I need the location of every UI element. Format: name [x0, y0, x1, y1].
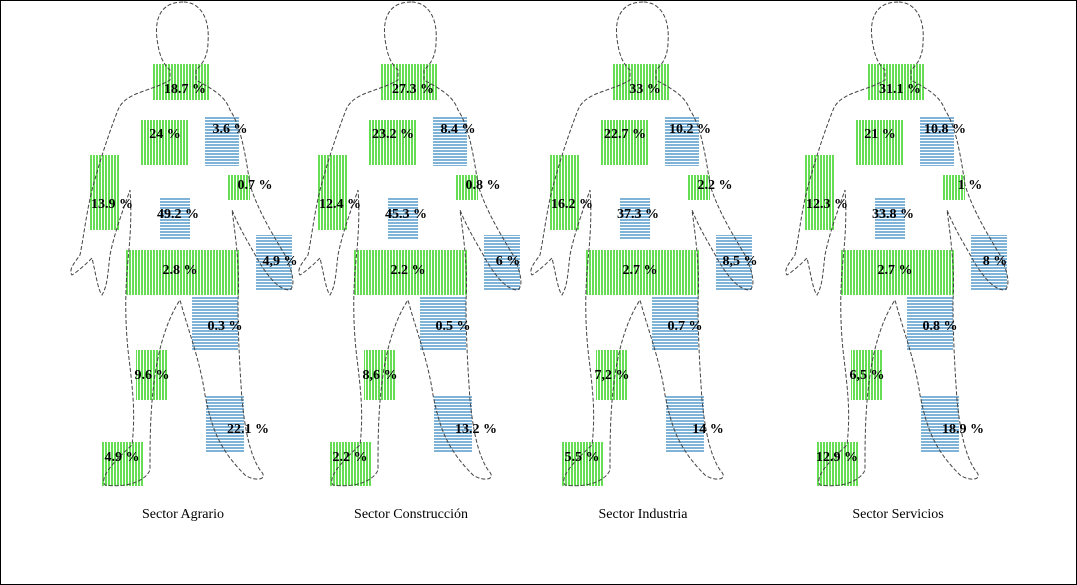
region-percent: 10.2 %	[669, 122, 711, 137]
body-region	[456, 175, 478, 200]
region-percent: 6,5 %	[850, 368, 885, 383]
sector-label: Sector Industria	[598, 507, 688, 522]
region-percent: 0.8 %	[466, 178, 501, 193]
region-percent: 8,6 %	[363, 368, 398, 383]
region-percent: 13.2 %	[455, 422, 497, 437]
region-percent: 8,5 %	[723, 254, 758, 269]
region-percent: 2.7 %	[878, 263, 913, 278]
region-percent: 45.3 %	[385, 207, 427, 222]
region-percent: 0.7 %	[238, 178, 273, 193]
region-percent: 37.3 %	[617, 207, 659, 222]
region-percent: 6 %	[496, 254, 521, 269]
body-figure: 27.3 % 23.2 % 8.4 % 0.8 % 12.4 % 45.3 % 6 % 2.2…	[298, 1, 522, 522]
sector-label: Sector Agrario	[142, 507, 224, 522]
region-percent: 0.7 %	[668, 319, 703, 334]
body-region	[369, 120, 417, 165]
body-region	[805, 155, 835, 230]
body-region	[652, 297, 698, 350]
sector-label: Sector Servicios	[852, 507, 943, 522]
body-region	[90, 155, 120, 230]
body-region	[716, 235, 752, 290]
region-percent: 2.2 %	[391, 263, 426, 278]
region-percent: 23.2 %	[372, 127, 414, 142]
body-region	[596, 350, 628, 400]
body-region	[433, 116, 467, 166]
body-region	[665, 116, 699, 166]
region-percent: 2.8 %	[163, 263, 198, 278]
region-percent: 3.6 %	[213, 122, 248, 137]
body-region	[484, 235, 520, 290]
region-percent: 24 %	[149, 127, 181, 142]
region-percent: 2.7 %	[623, 263, 658, 278]
region-percent: 4,9 %	[263, 254, 298, 269]
body-region	[228, 175, 250, 200]
body-region	[160, 198, 190, 240]
body-region	[205, 116, 239, 166]
region-percent: 7,2 %	[595, 368, 630, 383]
body-figure: 33 % 22.7 % 10.2 % 2.2 % 16.2 % 37.3 % 8,5 % 2.…	[530, 1, 758, 522]
region-percent: 22.7 %	[604, 127, 646, 142]
region-percent: 18.9 %	[942, 422, 984, 437]
region-percent: 49.2 %	[157, 207, 199, 222]
region-percent: 13.9 %	[91, 197, 133, 212]
body-region	[943, 175, 965, 200]
body-region	[136, 350, 168, 400]
region-percent: 27.3 %	[392, 82, 434, 97]
region-percent: 12.9 %	[816, 450, 858, 465]
region-percent: 4.9 %	[105, 450, 140, 465]
body-region	[354, 250, 468, 295]
region-percent: 16.2 %	[551, 197, 593, 212]
region-percent: 2.2 %	[333, 450, 368, 465]
region-percent: 2.2 %	[698, 178, 733, 193]
body-figure: 18.7 % 24 % 3.6 % 0.7 % 13.9 % 49.2 % 4,9 % 2.8…	[70, 1, 298, 522]
body-region	[851, 350, 883, 400]
body-region	[192, 297, 238, 350]
region-percent: 9.6 %	[135, 368, 170, 383]
body-region	[126, 250, 240, 295]
body-region	[688, 175, 710, 200]
body-region	[817, 442, 859, 486]
region-percent: 31.1 %	[879, 82, 921, 97]
region-percent: 12.3 %	[806, 197, 848, 212]
figures: 18.7 % 24 % 3.6 % 0.7 % 13.9 % 49.2 % 4,9 % 2.8…	[70, 1, 1009, 522]
region-percent: 1 %	[958, 178, 983, 193]
body-region	[907, 297, 953, 350]
sector-label: Sector Construcción	[354, 507, 468, 522]
body-region	[875, 198, 905, 240]
body-region	[586, 250, 700, 295]
region-percent: 14 %	[692, 422, 724, 437]
body-region	[841, 250, 955, 295]
region-percent: 0.5 %	[436, 319, 471, 334]
body-region	[420, 297, 466, 350]
body-region	[141, 120, 189, 165]
body-region	[620, 198, 650, 240]
body-region	[388, 198, 418, 240]
region-percent: 0.3 %	[208, 319, 243, 334]
body-figure: 31.1 % 21 % 10.8 % 1 % 12.3 % 33.8 % 8 % 2.7 % 0…	[785, 1, 1009, 522]
body-region	[562, 442, 604, 486]
region-percent: 0.8 %	[923, 319, 958, 334]
body-region	[364, 350, 396, 400]
region-percent: 5.5 %	[565, 450, 600, 465]
body-region	[601, 120, 649, 165]
region-percent: 12.4 %	[319, 197, 361, 212]
region-percent: 10.8 %	[924, 122, 966, 137]
body-region	[256, 235, 292, 290]
region-percent: 8 %	[983, 254, 1008, 269]
body-region	[318, 155, 348, 230]
region-percent: 33.8 %	[872, 207, 914, 222]
body-region	[330, 442, 372, 486]
region-percent: 21 %	[864, 127, 896, 142]
region-percent: 22.1 %	[227, 422, 269, 437]
region-percent: 18.7 %	[164, 82, 206, 97]
body-region	[102, 442, 144, 486]
body-region	[856, 120, 904, 165]
body-region	[920, 116, 954, 166]
body-region	[971, 235, 1007, 290]
region-percent: 8.4 %	[441, 122, 476, 137]
body-region	[550, 155, 580, 230]
region-percent: 33 %	[629, 82, 661, 97]
